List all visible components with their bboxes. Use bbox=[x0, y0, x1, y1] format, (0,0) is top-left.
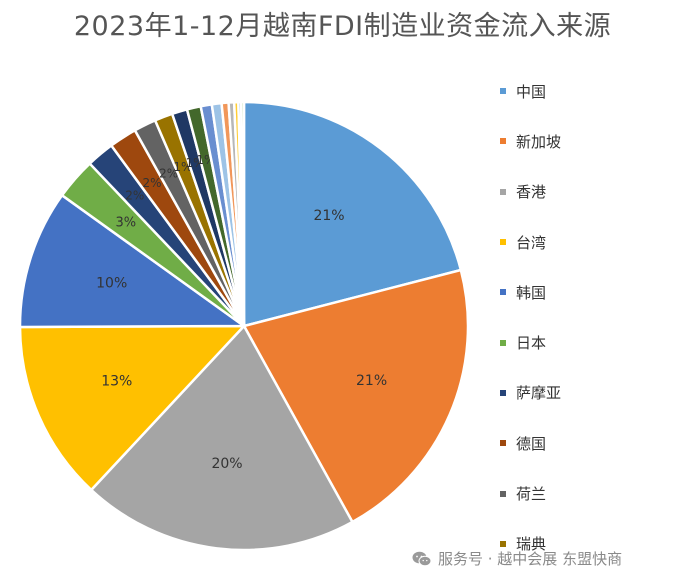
pie-slice bbox=[18, 324, 246, 492]
wechat-icon bbox=[412, 551, 432, 566]
legend-swatch bbox=[500, 289, 506, 296]
chart-legend: 中国新加坡香港台湾韩国日本萨摩亚德国荷兰瑞典 bbox=[500, 66, 561, 569]
legend-label: 萨摩亚 bbox=[516, 384, 562, 403]
legend-label: 德国 bbox=[516, 434, 547, 453]
watermark: 服务号 · 越中会展 东盟快商 bbox=[412, 548, 622, 569]
legend-swatch bbox=[500, 490, 506, 497]
slice-data-label: 3% bbox=[116, 215, 137, 230]
pie-slice bbox=[242, 268, 470, 524]
legend-item: 中国 bbox=[500, 66, 561, 116]
legend-label: 韩国 bbox=[516, 283, 547, 302]
legend-label: 瑞典 bbox=[516, 535, 547, 554]
pie-slice bbox=[239, 100, 246, 328]
legend-item: 萨摩亚 bbox=[500, 368, 561, 418]
legend-label: 新加坡 bbox=[516, 132, 562, 151]
legend-item: 德国 bbox=[500, 418, 561, 468]
legend-swatch bbox=[500, 339, 506, 346]
legend-item: 荷兰 bbox=[500, 468, 561, 518]
pie-slice bbox=[18, 194, 246, 329]
slice-data-label: 2% bbox=[159, 166, 178, 180]
legend-item: 日本 bbox=[500, 317, 561, 367]
chart-title: 2023年1-12月越南FDI制造业资金流入来源 bbox=[73, 11, 612, 42]
pie-slice bbox=[90, 324, 354, 552]
legend-item: 瑞典 bbox=[500, 519, 561, 569]
legend-swatch bbox=[500, 188, 506, 195]
legend-swatch bbox=[500, 540, 506, 547]
legend-swatch bbox=[500, 239, 506, 246]
watermark-text: 服务号 · 越中会展 东盟快商 bbox=[438, 550, 623, 568]
slice-data-label: 1% bbox=[173, 160, 192, 174]
legend-swatch bbox=[500, 389, 506, 396]
legend-swatch bbox=[500, 138, 506, 145]
slice-data-label: 21% bbox=[313, 208, 344, 224]
legend-label: 台湾 bbox=[516, 233, 547, 252]
legend-label: 中国 bbox=[516, 82, 547, 101]
legend-label: 荷兰 bbox=[516, 485, 547, 504]
slice-data-label: 10% bbox=[96, 276, 127, 292]
legend-item: 新加坡 bbox=[500, 116, 561, 166]
slice-data-label: 2% bbox=[125, 188, 144, 202]
slice-data-label: 2% bbox=[142, 176, 161, 190]
legend-item: 香港 bbox=[500, 167, 561, 217]
slice-data-label: 21% bbox=[356, 373, 387, 389]
legend-swatch bbox=[500, 88, 506, 95]
legend-item: 台湾 bbox=[500, 217, 561, 267]
slice-data-label: 13% bbox=[101, 374, 132, 390]
slice-data-label: 20% bbox=[211, 456, 242, 472]
legend-label: 香港 bbox=[516, 183, 547, 202]
legend-label: 日本 bbox=[516, 334, 547, 353]
legend-item: 韩国 bbox=[500, 267, 561, 317]
legend-swatch bbox=[500, 440, 506, 447]
pie-slice bbox=[242, 100, 463, 328]
